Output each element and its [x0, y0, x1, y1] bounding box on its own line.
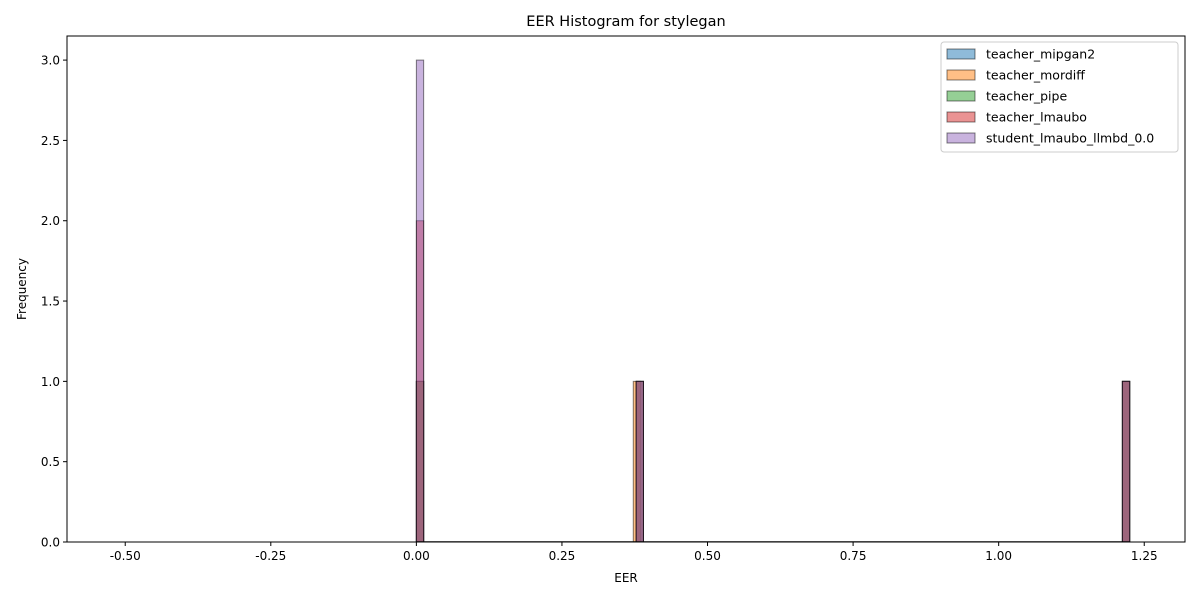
x-axis-label: EER [614, 571, 638, 585]
x-tick-label: -0.25 [255, 549, 286, 563]
chart-title: EER Histogram for stylegan [526, 14, 725, 30]
bars-layer [415, 59, 1131, 543]
x-axis-ticks: -0.50 -0.25 0.00 0.25 0.50 0.75 1.00 1.25 [110, 542, 1158, 563]
y-tick-label: 2.0 [41, 214, 60, 228]
histogram-bar-student_lmaubo_llmbd_0.0-2 [1121, 380, 1131, 543]
plot-frame [66, 35, 1186, 543]
y-tick-label: 0.5 [41, 455, 60, 469]
y-axis-label: Frequency [15, 258, 29, 320]
legend-swatch-teacher_lmaubo [946, 111, 976, 123]
y-tick-label: 1.5 [41, 295, 60, 309]
legend-label-teacher_mipgan2: teacher_mipgan2 [986, 47, 1095, 62]
x-tick-label: 0.25 [549, 549, 576, 563]
x-tick-label: 1.00 [985, 549, 1012, 563]
x-tick-label: 0.50 [694, 549, 721, 563]
y-tick-label: 2.5 [41, 134, 60, 148]
y-axis-ticks: 0.0 0.5 1.0 1.5 2.0 2.5 3.0 [41, 54, 67, 550]
legend-box [940, 41, 1179, 153]
legend-swatch-teacher_mordiff [946, 69, 976, 81]
x-tick-label: -0.50 [110, 549, 141, 563]
x-tick-label: 0.00 [403, 549, 430, 563]
legend-label-teacher_mordiff: teacher_mordiff [986, 68, 1085, 83]
legend-swatch-teacher_mipgan2 [946, 48, 976, 60]
legend-label-student_lmaubo_llmbd_0.0: student_lmaubo_llmbd_0.0 [986, 131, 1154, 146]
legend: teacher_mipgan2 teacher_mordiff teacher_pi… [940, 41, 1179, 153]
legend-swatch-teacher_pipe [946, 90, 976, 102]
legend-label-teacher_pipe: teacher_pipe [986, 89, 1067, 104]
legend-swatch-student_lmaubo_llmbd_0.0 [946, 132, 976, 144]
legend-label-teacher_lmaubo: teacher_lmaubo [986, 110, 1087, 125]
x-tick-label: 1.25 [1131, 549, 1158, 563]
histogram-bar-student_lmaubo_llmbd_0.0-0 [415, 59, 425, 543]
y-tick-label: 1.0 [41, 375, 60, 389]
y-tick-label: 0.0 [41, 536, 60, 550]
histogram-bar-student_lmaubo_llmbd_0.0-1 [635, 380, 644, 543]
y-tick-label: 3.0 [41, 54, 60, 68]
x-tick-label: 0.75 [840, 549, 867, 563]
